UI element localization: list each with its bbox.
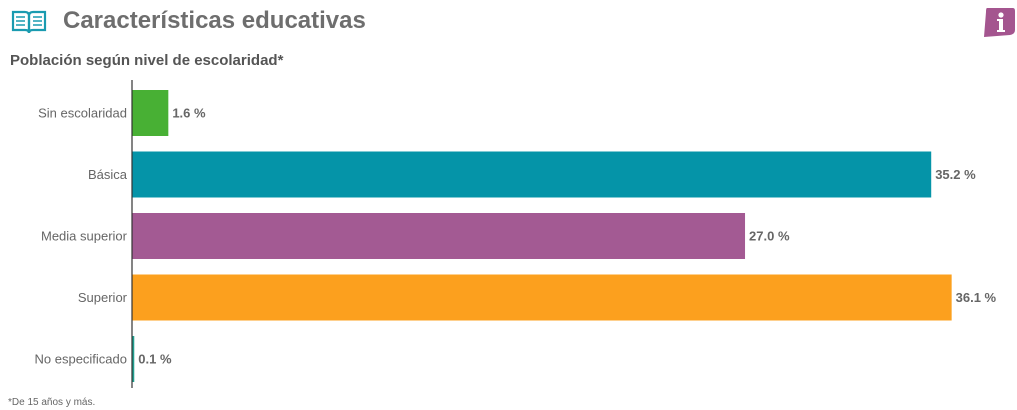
header: Características educativas: [0, 0, 1017, 44]
value-label: 0.1 %: [138, 352, 172, 367]
info-icon[interactable]: [981, 6, 1017, 38]
bar-chart: Sin escolaridad 1.6 % Básica 35.2 % Media su…: [35, 80, 997, 388]
page-title: Características educativas: [63, 7, 366, 34]
open-book-icon: [11, 10, 47, 34]
value-label: 35.2 %: [935, 167, 976, 182]
bar-media-superior: [132, 213, 746, 259]
bar-básica: [132, 151, 932, 198]
bar-sin-escolaridad: [132, 90, 169, 136]
category-label: Básica: [88, 167, 128, 182]
value-label: 27.0 %: [749, 229, 790, 244]
category-label: Superior: [78, 290, 128, 305]
value-label: 1.6 %: [172, 106, 206, 121]
value-label: 36.1 %: [956, 290, 997, 305]
category-label: Sin escolaridad: [38, 106, 127, 121]
chart-title: Población según nivel de escolaridad*: [10, 52, 284, 69]
footnote: *De 15 años y más.: [8, 397, 96, 408]
category-label: No especificado: [35, 352, 128, 367]
bar-no-especificado: [132, 336, 135, 382]
category-label: Media superior: [41, 229, 128, 244]
bar-superior: [132, 274, 952, 321]
